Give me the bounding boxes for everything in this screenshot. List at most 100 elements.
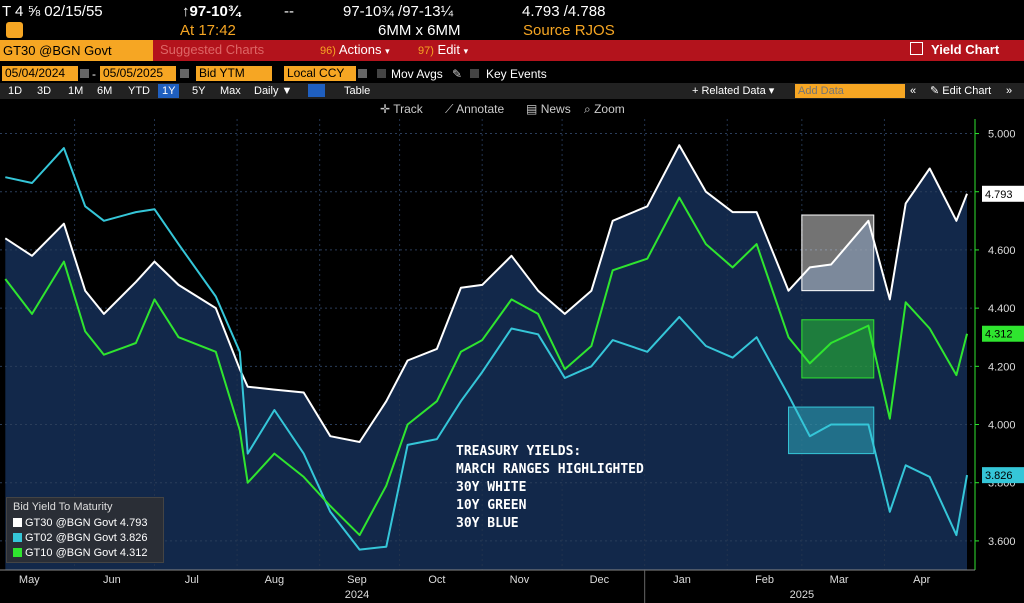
- swatch-icon: [13, 533, 22, 542]
- calendar-icon[interactable]: [80, 69, 89, 78]
- x-tick-label: Jan: [673, 574, 691, 586]
- magnifier-icon: ⌕: [584, 102, 591, 116]
- news-tool[interactable]: ▤ News: [526, 102, 571, 116]
- period-1d[interactable]: 1D: [8, 85, 23, 97]
- table-button[interactable]: Table: [344, 85, 371, 97]
- bid-ask-price: 97-10¾ /97-13¼: [343, 3, 454, 20]
- legend-item-gt10[interactable]: GT10 @BGN Govt 4.312: [13, 547, 147, 559]
- news-icon: ▤: [526, 102, 538, 116]
- actions-code: 96): [320, 45, 336, 57]
- annotate-label: Annotate: [456, 102, 505, 116]
- security-field[interactable]: GT30 @BGN Govt: [0, 40, 153, 61]
- chevron-down-icon: ▾: [385, 46, 390, 56]
- period-max[interactable]: Max: [220, 85, 241, 97]
- last-value-label: 4.312: [985, 329, 1013, 341]
- track-tool[interactable]: ✛ Track: [380, 102, 423, 116]
- y-tick-label: 4.200: [988, 361, 1016, 373]
- edit-chart-button[interactable]: ✎ Edit Chart: [930, 85, 992, 97]
- edit-menu[interactable]: 97) Edit ▾: [418, 42, 468, 57]
- legend-label: GT02 @BGN Govt 3.826: [25, 532, 148, 544]
- chevron-down-icon: ▾: [463, 46, 469, 56]
- legend-label: GT30 @BGN Govt 4.793: [25, 517, 148, 529]
- series-line: [4, 144, 968, 443]
- ticker[interactable]: T 4 ⅝ 02/15/55: [2, 3, 103, 20]
- x-tick-label: Nov: [510, 574, 530, 586]
- swatch-icon: [13, 518, 22, 527]
- net-change: --: [284, 3, 294, 20]
- x-tick-label: Jul: [185, 574, 199, 586]
- pencil-icon[interactable]: ✎: [452, 67, 463, 81]
- period-5y[interactable]: 5Y: [192, 85, 206, 97]
- quote-size: 6MM x 6MM: [378, 22, 461, 39]
- chart-annotation: TREASURY YIELDS: MARCH RANGES HIGHLIGHTE…: [456, 443, 644, 533]
- x-axis-band: [0, 570, 1024, 603]
- x-tick-label: Oct: [428, 574, 445, 586]
- currency-select[interactable]: Local CCY: [284, 66, 356, 81]
- settings-row: 05/04/2024 - 05/05/2025 Bid YTM Local CC…: [0, 64, 1024, 84]
- zoom-label: Zoom: [594, 102, 625, 116]
- actions-menu[interactable]: 96) Actions ▾: [320, 42, 390, 57]
- x-tick-label: Jun: [103, 574, 121, 586]
- x-year-label: 2025: [790, 589, 814, 601]
- x-tick-label: May: [19, 574, 40, 586]
- edit-code: 97): [418, 45, 434, 57]
- function-title: Yield Chart: [910, 42, 999, 57]
- x-tick-label: Dec: [590, 574, 610, 586]
- annotate-tool[interactable]: ⟋ Annotate: [445, 102, 504, 117]
- highlight-range: [788, 406, 875, 455]
- annotation-line: 30Y BLUE: [456, 516, 519, 531]
- y-tick-label: 4.400: [988, 303, 1016, 315]
- period-6m[interactable]: 6M: [97, 85, 113, 97]
- edit-chart-label: Edit Chart: [942, 85, 992, 97]
- last-value-box: [982, 325, 1024, 342]
- popout-icon[interactable]: [910, 42, 923, 55]
- legend-label: GT10 @BGN Govt 4.312: [25, 547, 148, 559]
- dropdown-icon[interactable]: [358, 69, 367, 78]
- crosshair-icon: ✛: [380, 102, 391, 116]
- annotation-line: TREASURY YIELDS:: [456, 444, 582, 459]
- chevron-right-icon[interactable]: »: [1006, 85, 1013, 97]
- last-value-box: [982, 185, 1024, 202]
- track-label: Track: [393, 102, 423, 116]
- collapse-icon[interactable]: «: [910, 85, 917, 97]
- chart-legend[interactable]: Bid Yield To Maturity GT30 @BGN Govt 4.7…: [6, 497, 164, 563]
- suggested-charts-button[interactable]: Suggested Charts: [160, 42, 265, 57]
- frequency-select[interactable]: Daily ▼: [254, 85, 293, 97]
- related-data-label: + Related Data: [692, 85, 766, 97]
- period-3d[interactable]: 3D: [37, 85, 52, 97]
- zoom-tool[interactable]: ⌕ Zoom: [584, 102, 625, 117]
- last-value-label: 4.793: [985, 189, 1013, 201]
- y-tick-label: 4.000: [988, 420, 1016, 432]
- series-line: [4, 196, 968, 537]
- y-tick-label: 4.600: [988, 245, 1016, 257]
- mov-avgs-checkbox[interactable]: [377, 69, 386, 78]
- field-select[interactable]: Bid YTM: [196, 66, 272, 81]
- period-ytd[interactable]: YTD: [128, 85, 150, 97]
- exchange-badge-icon: [6, 22, 23, 38]
- period-1y[interactable]: 1Y: [158, 84, 180, 98]
- key-events-checkbox[interactable]: [470, 69, 479, 78]
- swatch-icon: [13, 548, 22, 557]
- annotate-icon: ⟋: [445, 102, 454, 116]
- period-bar: 1D 3D 1M 6M YTD 1Y 5Y Max Daily ▼ Table …: [0, 83, 1024, 99]
- add-data-input[interactable]: [795, 84, 905, 98]
- annotation-line: MARCH RANGES HIGHLIGHTED: [456, 462, 644, 477]
- function-title-label: Yield Chart: [931, 42, 1000, 57]
- yield-chart[interactable]: 5.0004.8004.6004.4004.2004.0003.8003.600…: [0, 119, 1024, 603]
- quote-source: Source RJOS: [523, 22, 615, 39]
- calendar-icon[interactable]: [180, 69, 189, 78]
- x-tick-label: Apr: [913, 574, 930, 586]
- bid-ask-yield: 4.793 /4.788: [522, 3, 606, 20]
- line-chart-icon[interactable]: [308, 84, 325, 97]
- end-date-input[interactable]: 05/05/2025: [100, 66, 176, 81]
- quote-time: At 17:42: [180, 22, 236, 39]
- frequency-label: Daily: [254, 85, 279, 97]
- period-1m[interactable]: 1M: [68, 85, 84, 97]
- quote-bar: T 4 ⅝ 02/15/55 ↑97-10¾ -- 97-10¾ /97-13¼…: [0, 0, 1024, 40]
- y-tick-label: 5.000: [988, 129, 1016, 141]
- start-date-input[interactable]: 05/04/2024: [2, 66, 78, 81]
- legend-item-gt02[interactable]: GT02 @BGN Govt 3.826: [13, 532, 147, 544]
- related-data-menu[interactable]: + Related Data ▾: [692, 85, 775, 97]
- news-label: News: [540, 102, 571, 116]
- legend-item-gt30[interactable]: GT30 @BGN Govt 4.793: [13, 517, 147, 529]
